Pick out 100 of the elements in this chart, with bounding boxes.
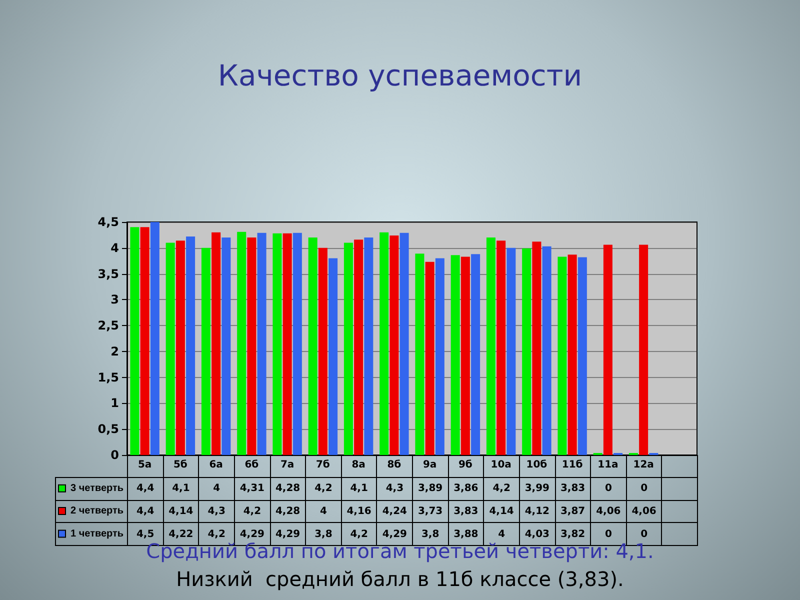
bar — [400, 232, 409, 455]
bar — [435, 258, 444, 455]
data-label: 4,06 — [632, 506, 656, 518]
data-label: 4,1 — [350, 483, 368, 494]
bar — [471, 254, 480, 455]
y-tick-label: 0,5 — [98, 422, 119, 436]
data-label: 4,2 — [314, 483, 332, 494]
bar — [166, 242, 175, 455]
data-label: 4,29 — [382, 528, 408, 540]
text: Низкий средний балл в 11б классе (3,83). — [176, 567, 624, 591]
y-tick-label: 3 — [110, 292, 119, 307]
y-tick-label: 0 — [110, 448, 119, 462]
data-label: 4,28 — [275, 506, 300, 518]
x-tick-label: 8б — [387, 460, 402, 470]
x-tick-label: 11а — [598, 460, 618, 470]
data-label: 3,89 — [418, 483, 443, 494]
x-tick-label: 9б — [458, 460, 472, 470]
data-label: 0 — [604, 483, 612, 494]
data-label: 4,22 — [168, 528, 194, 540]
bar — [237, 232, 246, 455]
bar — [364, 238, 374, 455]
bar — [380, 232, 389, 455]
x-tick-label: 7б — [316, 460, 330, 470]
bar — [282, 233, 292, 455]
bar — [328, 258, 338, 455]
data-label: 4,14 — [168, 506, 194, 518]
data-label: 3,99 — [524, 483, 550, 494]
bar — [425, 262, 434, 455]
data-label: 4,2 — [350, 528, 368, 540]
data-label: 4 — [213, 483, 220, 494]
bar — [532, 242, 542, 455]
data-label: 0 — [640, 528, 648, 540]
bar — [212, 232, 221, 455]
bar — [522, 248, 532, 455]
data-label: 4,2 — [243, 506, 262, 518]
y-tick-label: 1 — [110, 396, 119, 410]
data-label: 3,86 — [454, 483, 478, 494]
data-label: 3,82 — [560, 528, 586, 540]
bar — [496, 240, 506, 455]
data-label: 4,5 — [136, 528, 154, 540]
bar — [247, 238, 256, 455]
data-label: 4,3 — [386, 483, 404, 494]
bar — [415, 254, 424, 455]
data-label: 4,29 — [240, 528, 265, 540]
bar — [130, 227, 140, 455]
bar — [354, 240, 364, 455]
bar — [186, 236, 196, 455]
data-label: 3,83 — [454, 506, 478, 518]
bar — [390, 235, 399, 455]
data-label: 3,88 — [454, 528, 478, 540]
bar — [558, 256, 567, 455]
bar — [308, 238, 318, 455]
data-label: 4,4 — [136, 506, 154, 518]
data-label: 3,87 — [560, 506, 586, 518]
y-tick-label: 4,5 — [98, 215, 119, 229]
bar — [460, 256, 470, 455]
x-tick-label: 10б — [526, 460, 548, 470]
data-label: 4,03 — [524, 528, 550, 540]
bar — [318, 248, 328, 455]
bar — [176, 240, 185, 455]
bar — [140, 227, 150, 455]
x-tick-label: 5б — [173, 460, 188, 470]
data-label: 3,8 — [421, 528, 440, 540]
data-label: 4,29 — [275, 528, 300, 540]
data-label: 4,1 — [172, 483, 190, 494]
data-label: 0 — [604, 528, 612, 540]
bar — [201, 248, 210, 455]
legend-label: 2 четверть — [70, 506, 124, 517]
legend-label: 1 четверть — [70, 528, 124, 540]
bar — [578, 257, 587, 455]
x-tick-label: 12а — [633, 460, 654, 470]
y-tick-label: 2,5 — [98, 318, 119, 333]
y-tick-label: 4 — [110, 240, 119, 255]
x-tick-label: 5а — [138, 460, 152, 470]
x-tick-label: 9а — [422, 460, 437, 470]
data-label: 4,24 — [382, 506, 408, 518]
x-tick-label: 11б — [562, 460, 583, 470]
bar — [486, 238, 496, 455]
bar — [292, 232, 302, 455]
x-tick-label: 8а — [352, 460, 366, 470]
data-label: 0 — [640, 483, 648, 494]
x-tick-label: 6б — [244, 460, 259, 470]
data-label: 4,16 — [346, 506, 372, 518]
data-label: 4,31 — [240, 483, 265, 494]
bar — [639, 244, 648, 455]
bar — [506, 248, 516, 455]
data-label: 4,4 — [136, 483, 154, 494]
text: Средний балл по итогам третьей четверти: 4,1. — [146, 539, 654, 563]
data-label: 4 — [320, 506, 327, 518]
data-label: 4,06 — [596, 506, 621, 518]
x-tick-label: 10а — [490, 460, 512, 470]
legend-label: 3 четверть — [70, 482, 124, 494]
data-label: 4,28 — [275, 483, 300, 494]
x-tick-label: 6а — [209, 460, 223, 470]
bar — [603, 244, 612, 455]
y-tick-label: 1,5 — [98, 370, 119, 384]
data-label: 3,8 — [314, 528, 332, 540]
bar — [542, 246, 552, 455]
bar — [257, 232, 266, 455]
bar — [272, 233, 282, 455]
